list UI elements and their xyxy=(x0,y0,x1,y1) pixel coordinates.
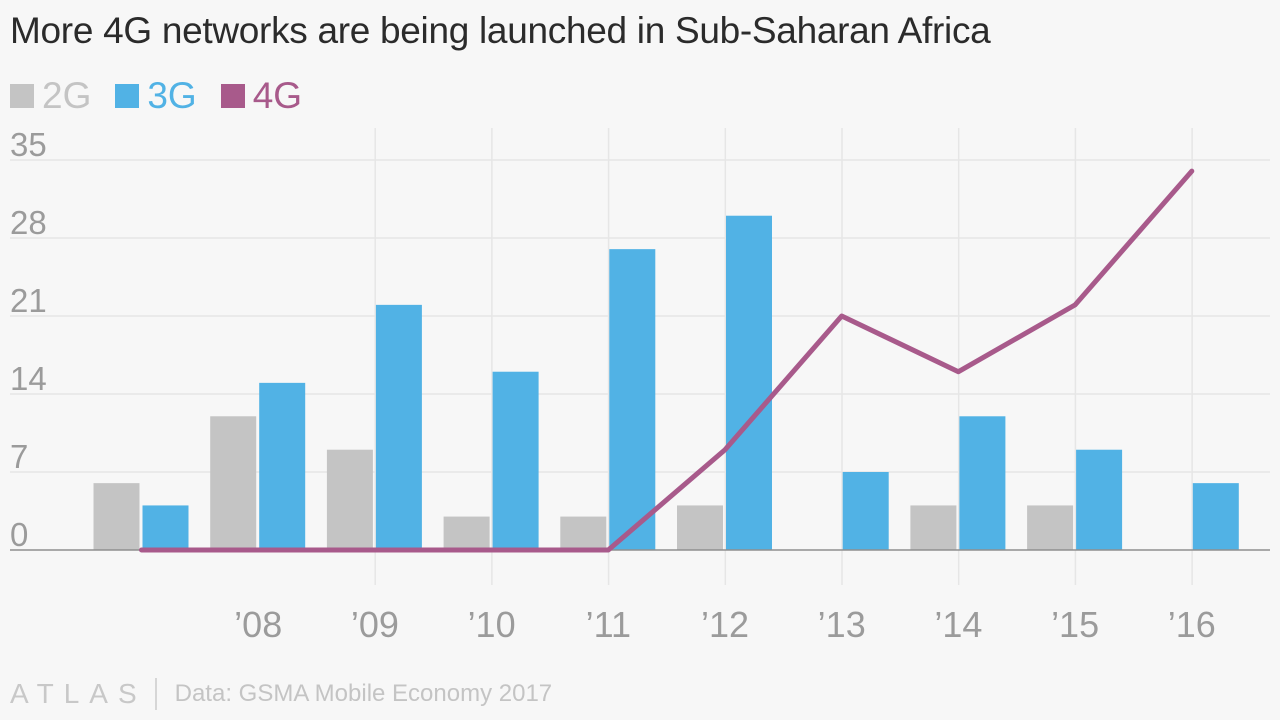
legend-item-4g: 4G xyxy=(220,75,303,116)
bar-2g xyxy=(326,449,373,550)
legend-label-3g: 3G xyxy=(147,75,197,116)
bar-2g xyxy=(910,505,957,550)
y-tick-label: 0 xyxy=(10,516,28,553)
bar-3g xyxy=(142,505,189,550)
footer-divider xyxy=(154,678,157,710)
bar-3g xyxy=(609,249,656,550)
bar-3g xyxy=(492,371,539,550)
atlas-logo: ATLAS xyxy=(10,678,147,709)
chart-plot: 0 7 14 21 28 35 ’08 ’09 ’10 ’11 ’12 ’13 ’14 ’15 ’16 xyxy=(10,126,1270,645)
bar-2g xyxy=(210,416,257,550)
x-tick-label: ’12 xyxy=(701,604,749,645)
legend-item-3g: 3G xyxy=(115,75,197,116)
legend-swatch-4g xyxy=(220,84,245,108)
bar-3g xyxy=(842,472,889,550)
x-tick-label: ’09 xyxy=(351,604,399,645)
y-tick-label: 35 xyxy=(10,126,47,163)
bar-3g xyxy=(726,215,772,550)
legend: 2G 3G 4G xyxy=(10,76,326,116)
y-tick-label: 21 xyxy=(10,282,47,319)
footer: ATLAS Data: GSMA Mobile Economy 2017 xyxy=(10,678,552,710)
bar-3g xyxy=(259,382,306,550)
chart-title: More 4G networks are being launched in S… xyxy=(10,10,991,51)
x-tick-label: ’15 xyxy=(1051,604,1099,645)
x-tick-label: ’14 xyxy=(934,604,982,645)
x-tick-label: ’10 xyxy=(468,604,516,645)
bar-3g xyxy=(1192,483,1239,550)
legend-label-2g: 2G xyxy=(42,75,92,116)
x-tick-label: ’08 xyxy=(234,604,282,645)
bar-3g xyxy=(1076,449,1123,550)
bar-3g xyxy=(375,304,422,550)
bar-2g xyxy=(1027,505,1074,550)
bar-2g xyxy=(560,516,607,550)
y-tick-label: 7 xyxy=(10,438,28,475)
bar-2g xyxy=(93,483,140,550)
bar-3g xyxy=(959,416,1006,550)
bar-2g xyxy=(677,505,723,550)
line-4g xyxy=(139,168,1195,553)
legend-item-2g: 2G xyxy=(10,76,91,116)
bar-2g xyxy=(443,516,490,550)
x-tick-label: ’16 xyxy=(1168,604,1216,645)
y-tick-label: 14 xyxy=(10,360,47,397)
x-tick-label: ’11 xyxy=(586,604,631,645)
legend-label-4g: 4G xyxy=(252,75,303,116)
legend-swatch-2g xyxy=(10,84,34,108)
source-note: Data: GSMA Mobile Economy 2017 xyxy=(174,680,553,707)
y-tick-label: 28 xyxy=(10,204,47,241)
x-tick-label: ’13 xyxy=(818,604,866,645)
legend-swatch-3g xyxy=(115,84,140,108)
